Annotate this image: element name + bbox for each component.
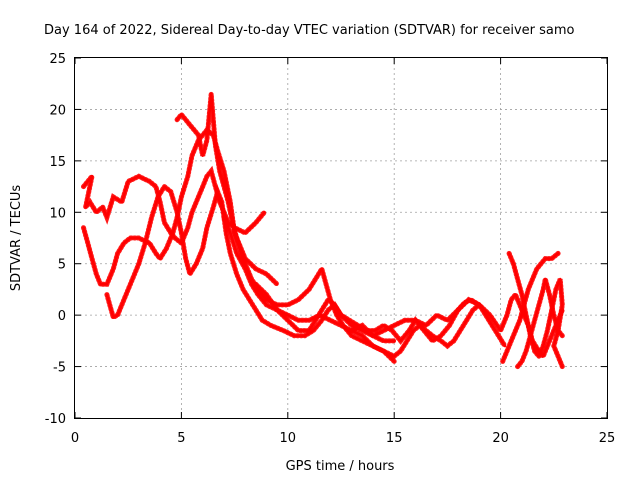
x-tick-label: 5: [177, 431, 185, 446]
x-tick-label: 15: [386, 431, 403, 446]
x-tick-label: 20: [492, 431, 509, 446]
series-markers: [104, 182, 397, 344]
series-3: [104, 182, 397, 344]
y-tick-label: 15: [49, 155, 66, 170]
series-5: [221, 214, 482, 360]
chart-title: Day 164 of 2022, Sidereal Day-to-day VTE…: [44, 23, 575, 38]
y-tick-label: 10: [49, 206, 66, 221]
series-7: [349, 289, 565, 362]
series-10: [515, 277, 565, 370]
x-tick-label: 0: [71, 431, 79, 446]
x-tick-label: 10: [280, 431, 297, 446]
series-markers: [221, 214, 482, 360]
x-axis-label: GPS time / hours: [286, 459, 395, 474]
y-axis-label: SDTVAR / TECUs: [9, 185, 24, 292]
plot-area: [81, 92, 565, 370]
y-tick-label: 20: [49, 103, 66, 118]
series-markers: [515, 278, 565, 370]
y-tick-label: -10: [45, 412, 66, 427]
x-tick-label: 25: [599, 431, 616, 446]
series-markers: [349, 289, 565, 362]
series-markers: [500, 250, 561, 364]
plot-frame: [74, 57, 608, 419]
y-tick-label: -5: [53, 361, 66, 376]
y-tick-label: 5: [58, 258, 66, 273]
x-axis: 0 5 10 15 20 25: [71, 58, 615, 446]
y-axis: -10 -5 0 5 10 15 20 25: [45, 52, 607, 427]
y-tick-label: 0: [58, 309, 66, 324]
series-8: [500, 250, 561, 364]
y-tick-label: 25: [49, 52, 66, 67]
